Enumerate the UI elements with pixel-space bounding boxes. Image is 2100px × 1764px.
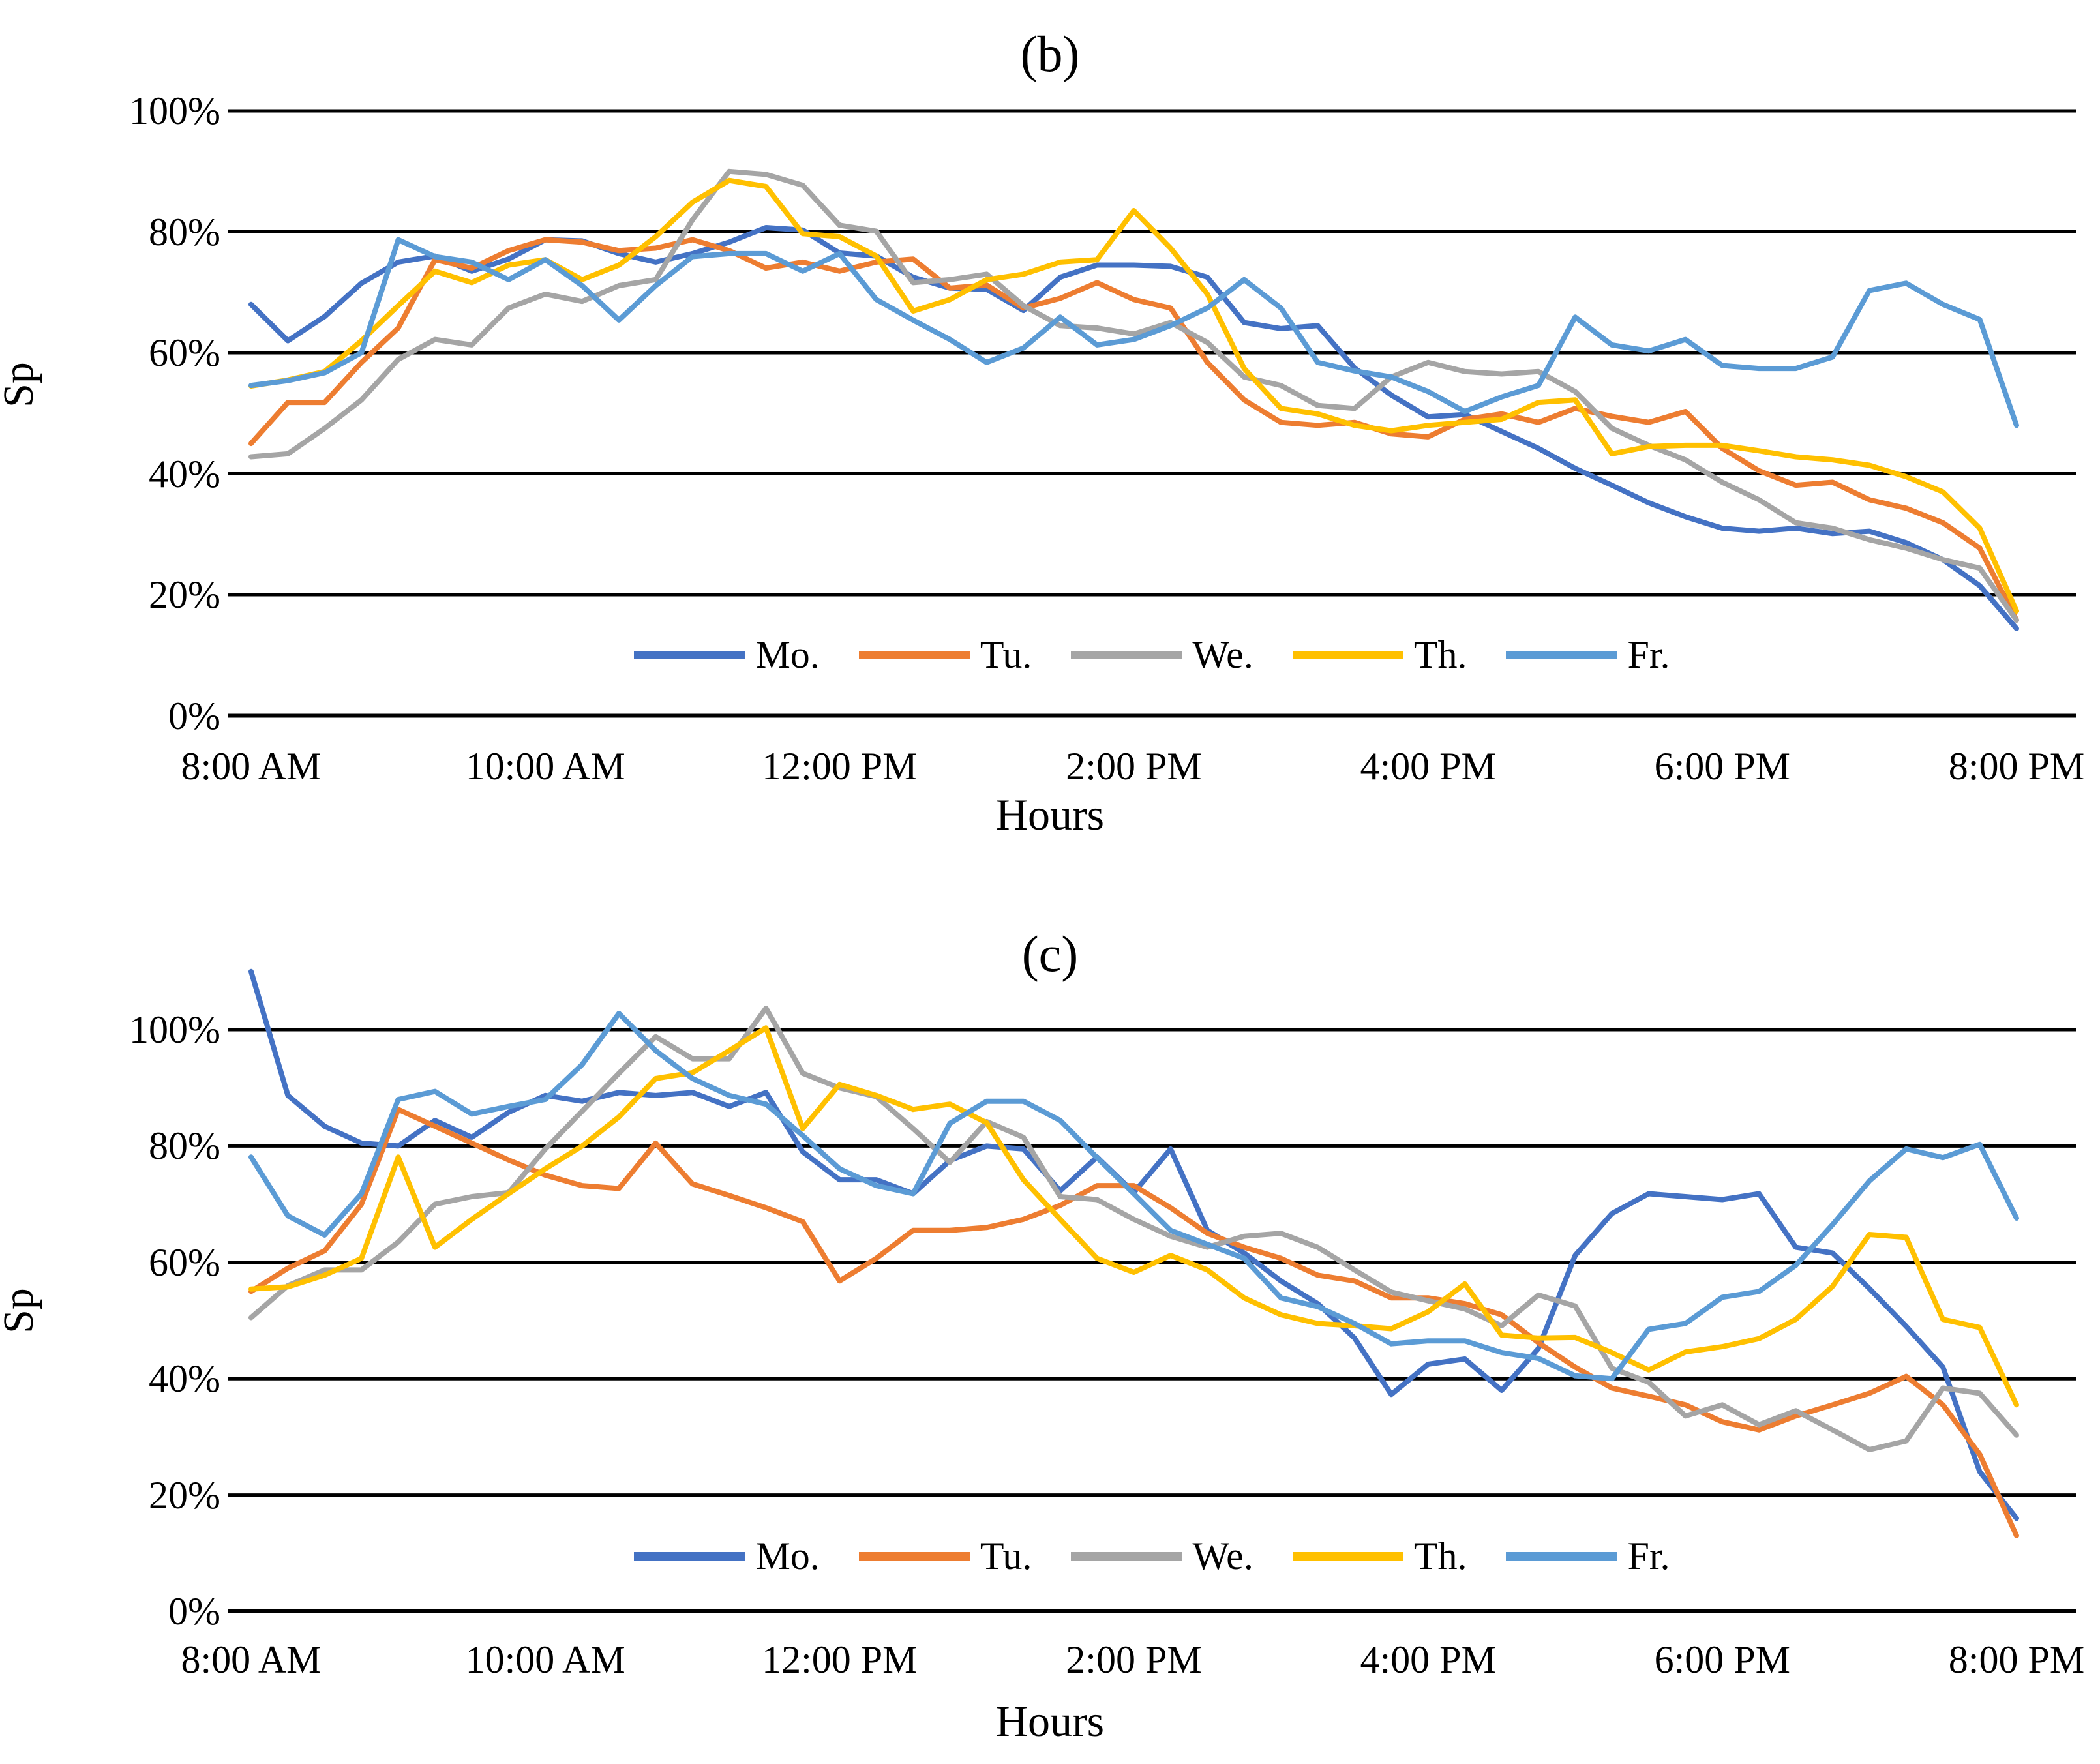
chart-b-series-line-fr bbox=[248, 237, 2019, 428]
chart-b-series-line-tu bbox=[248, 237, 2019, 623]
chart-c-x-tick-5: 6:00 PM bbox=[1654, 1638, 1791, 1681]
chart-c-legend-item-tu: Tu. bbox=[858, 1533, 1032, 1579]
legend-label-th: Th. bbox=[1413, 1534, 1467, 1577]
chart-c-y-tick-60: 60% bbox=[149, 1240, 220, 1284]
legend-label-we: We. bbox=[1192, 1534, 1253, 1577]
chart-b-y-tick-100: 100% bbox=[129, 89, 220, 132]
chart-c-y-tick-100: 100% bbox=[129, 1008, 220, 1051]
chart-b-x-axis-label: Hours bbox=[995, 790, 1105, 839]
chart-b-y-tick-40: 40% bbox=[149, 452, 220, 496]
legend-label-fr: Fr. bbox=[1627, 1534, 1670, 1577]
legend-swatch-mo bbox=[634, 650, 745, 659]
chart-c-series-line-mo bbox=[248, 968, 2019, 1521]
legend-label-th: Th. bbox=[1413, 633, 1467, 676]
legend-swatch-we bbox=[1071, 650, 1182, 659]
chart-b-title: (b) bbox=[1020, 25, 1080, 82]
chart-b-x-tick-4: 4:00 PM bbox=[1360, 745, 1496, 788]
legend-label-tu: Tu. bbox=[980, 1534, 1032, 1577]
chart-b-series-line-mo bbox=[248, 225, 2019, 631]
chart-b-y-tick-20: 20% bbox=[149, 573, 220, 616]
chart-b-y-tick-0: 0% bbox=[168, 694, 220, 738]
chart-c-x-tick-6: 8:00 PM bbox=[1948, 1638, 2085, 1681]
chart-b-y-tick-80: 80% bbox=[149, 210, 220, 254]
chart-c-x-axis-label: Hours bbox=[995, 1696, 1105, 1746]
chart-c-y-tick-40: 40% bbox=[149, 1357, 220, 1401]
chart-b-series-line-we bbox=[248, 168, 2019, 623]
legend-swatch-fr bbox=[1506, 650, 1617, 659]
chart-c-x-tick-1: 10:00 AM bbox=[465, 1638, 625, 1681]
chart-c-legend-item-th: Th. bbox=[1292, 1533, 1467, 1579]
legend-swatch-th bbox=[1292, 650, 1403, 659]
chart-b-x-tick-2: 12:00 PM bbox=[762, 745, 918, 788]
chart-c-y-tick-20: 20% bbox=[149, 1473, 220, 1517]
chart-b-series-line-th bbox=[248, 177, 2019, 614]
chart-c-x-tick-0: 8:00 AM bbox=[181, 1638, 322, 1681]
chart-c-series-line-we bbox=[248, 1006, 2019, 1452]
chart-c-legend-item-we: We. bbox=[1071, 1533, 1253, 1579]
chart-b-y-tick-60: 60% bbox=[149, 331, 220, 374]
legend-label-mo: Mo. bbox=[755, 1534, 820, 1577]
chart-c-x-tick-3: 2:00 PM bbox=[1066, 1638, 1202, 1681]
chart-c-series-line-fr bbox=[248, 1011, 2019, 1382]
chart-c-legend: Mo. Tu. We. Th. Fr. bbox=[228, 1526, 2076, 1586]
chart-b-x-tick-0: 8:00 AM bbox=[181, 745, 322, 788]
legend-swatch-tu bbox=[858, 650, 970, 659]
chart-b-legend-item-th: Th. bbox=[1292, 632, 1467, 678]
legend-swatch-th bbox=[1292, 1551, 1403, 1561]
chart-b-x-tick-1: 10:00 AM bbox=[465, 745, 625, 788]
legend-label-we: We. bbox=[1192, 633, 1253, 676]
legend-swatch-fr bbox=[1506, 1551, 1617, 1561]
legend-swatch-tu bbox=[858, 1551, 970, 1561]
chart-b-x-tick-3: 2:00 PM bbox=[1066, 745, 1202, 788]
chart-c-series-line-tu bbox=[248, 1107, 2019, 1538]
chart-b-x-tick-6: 8:00 PM bbox=[1948, 745, 2085, 788]
legend-label-mo: Mo. bbox=[755, 633, 820, 676]
chart-c-x-tick-4: 4:00 PM bbox=[1360, 1638, 1496, 1681]
chart-b-legend-item-fr: Fr. bbox=[1506, 632, 1670, 678]
chart-c-legend-item-fr: Fr. bbox=[1506, 1533, 1670, 1579]
chart-b-legend-item-mo: Mo. bbox=[634, 632, 820, 678]
chart-b-legend: Mo. Tu. We. Th. Fr. bbox=[228, 625, 2076, 685]
chart-c-title: (c) bbox=[1021, 925, 1079, 982]
chart-c-y-tick-80: 80% bbox=[149, 1124, 220, 1168]
chart-b-x-tick-5: 6:00 PM bbox=[1654, 745, 1791, 788]
chart-c-legend-item-mo: Mo. bbox=[634, 1533, 820, 1579]
chart-b-legend-item-tu: Tu. bbox=[858, 632, 1032, 678]
legend-swatch-we bbox=[1071, 1551, 1182, 1561]
chart-c-y-tick-0: 0% bbox=[168, 1590, 220, 1633]
legend-label-tu: Tu. bbox=[980, 633, 1032, 676]
legend-label-fr: Fr. bbox=[1627, 633, 1670, 676]
legend-swatch-mo bbox=[634, 1551, 745, 1561]
chart-c-x-tick-2: 12:00 PM bbox=[762, 1638, 918, 1681]
chart-b-legend-item-we: We. bbox=[1071, 632, 1253, 678]
chart-c-series-line-th bbox=[248, 1025, 2019, 1408]
